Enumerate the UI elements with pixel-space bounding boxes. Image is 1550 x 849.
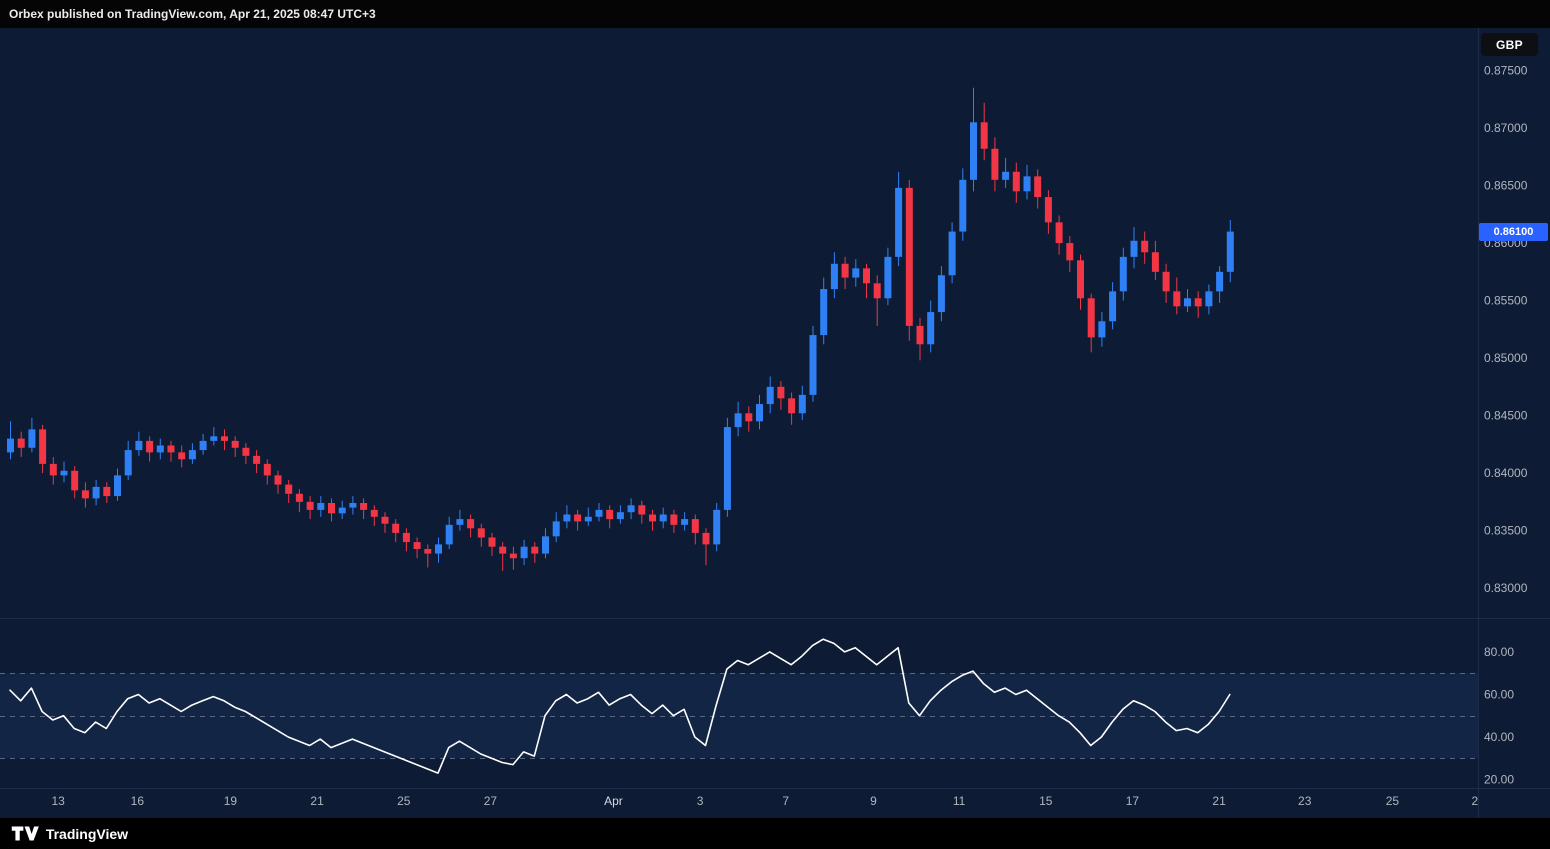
chart-area: 0.87500 0.87000 0.86500 0.86000 0.85500 0.850… (0, 28, 1550, 818)
svg-text:0.87500: 0.87500 (1484, 64, 1528, 78)
svg-text:0.86500: 0.86500 (1484, 179, 1528, 193)
svg-text:0.85000: 0.85000 (1484, 351, 1528, 365)
svg-text:25: 25 (1386, 794, 1400, 808)
tradingview-wordmark: TradingView (45, 825, 129, 842)
attribution-bar: Orbex published on TradingView.com, Apr … (0, 0, 1550, 28)
svg-text:16: 16 (131, 794, 145, 808)
tradingview-footer: TradingView (0, 818, 1550, 849)
svg-text:9: 9 (870, 794, 877, 808)
svg-text:80.00: 80.00 (1484, 645, 1514, 659)
svg-text:17: 17 (1126, 794, 1140, 808)
svg-text:15: 15 (1039, 794, 1053, 808)
svg-text:21: 21 (310, 794, 324, 808)
svg-text:7: 7 (782, 794, 789, 808)
svg-text:27: 27 (484, 794, 498, 808)
svg-text:0.84500: 0.84500 (1484, 409, 1528, 423)
svg-text:25: 25 (397, 794, 411, 808)
svg-text:19: 19 (224, 794, 238, 808)
attribution-text: Orbex published on TradingView.com, Apr … (9, 7, 376, 21)
svg-text:60.00: 60.00 (1484, 687, 1514, 701)
svg-text:23: 23 (1298, 794, 1312, 808)
last-price-badge: 0.86100 (1479, 223, 1548, 241)
svg-text:Apr: Apr (604, 794, 623, 808)
svg-text:0.85500: 0.85500 (1484, 294, 1528, 308)
svg-text:2: 2 (1471, 794, 1478, 808)
tradingview-logo-icon (11, 825, 39, 842)
svg-text:3: 3 (697, 794, 704, 808)
currency-badge: GBP (1481, 33, 1538, 56)
svg-text:11: 11 (953, 794, 966, 808)
chart-canvas[interactable]: 0.875000.870000.865000.860000.855000.850… (0, 28, 1550, 818)
svg-text:0.87000: 0.87000 (1484, 121, 1528, 135)
svg-text:13: 13 (51, 794, 65, 808)
svg-text:0.84000: 0.84000 (1484, 466, 1528, 480)
svg-text:0.83500: 0.83500 (1484, 524, 1528, 538)
svg-text:0.83000: 0.83000 (1484, 581, 1528, 595)
svg-text:20.00: 20.00 (1484, 772, 1514, 786)
tradingview-link[interactable]: TradingView (11, 825, 128, 842)
svg-text:40.00: 40.00 (1484, 730, 1514, 744)
svg-text:21: 21 (1212, 794, 1226, 808)
